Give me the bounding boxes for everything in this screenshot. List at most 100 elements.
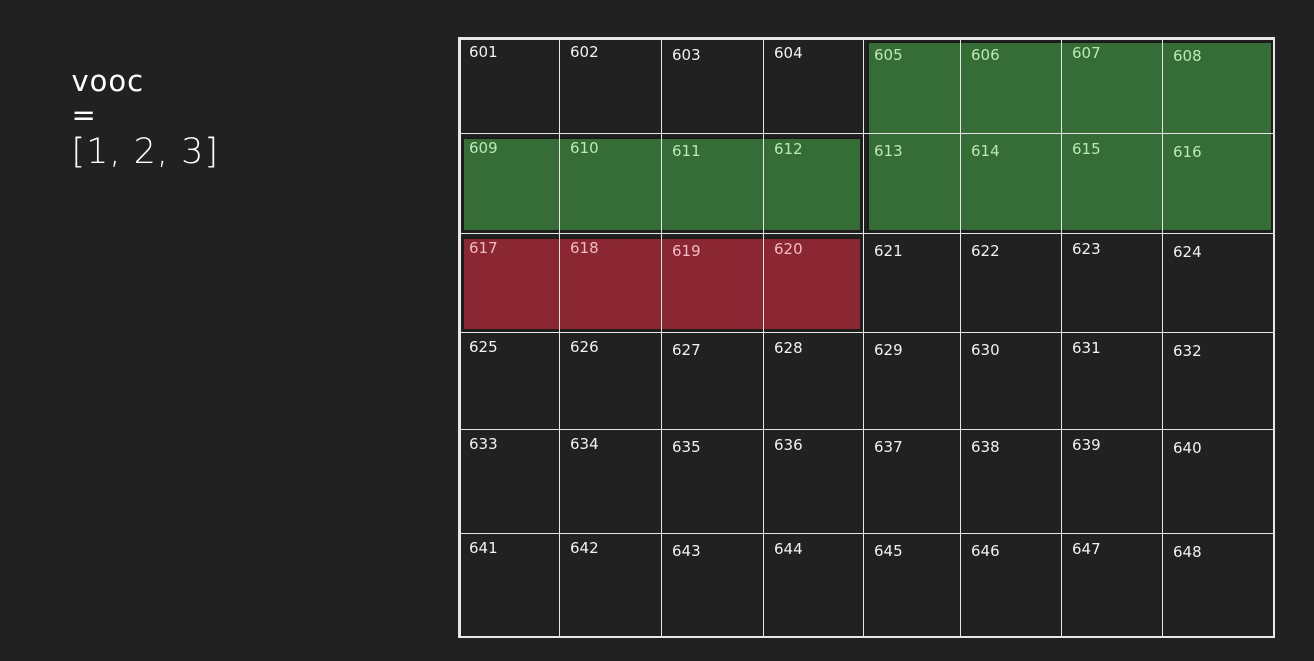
cell-address: 625	[469, 338, 498, 356]
cell-address: 620	[774, 240, 803, 258]
cell-address: 618	[570, 239, 599, 257]
equals-sign: =	[71, 98, 97, 132]
grid-cell: 616	[1162, 133, 1275, 234]
grid-cell: 636	[763, 429, 864, 534]
cell-address: 644	[774, 540, 803, 558]
cell-address: 631	[1072, 339, 1101, 357]
grid-cell: 634	[559, 429, 662, 534]
cell-address: 622	[971, 242, 1000, 260]
grid-cell: 618	[559, 233, 662, 333]
cell-address: 626	[570, 338, 599, 356]
cell-address: 630	[971, 341, 1000, 359]
grid-cell: 621	[863, 233, 961, 333]
grid-cell: 619	[661, 233, 764, 333]
cell-address: 640	[1173, 439, 1202, 457]
cell-address: 609	[469, 139, 498, 157]
grid-cell: 640	[1162, 429, 1275, 534]
grid-cell: 641	[458, 533, 560, 638]
cell-address: 638	[971, 438, 1000, 456]
cell-address: 637	[874, 438, 903, 456]
grid-cell: 637	[863, 429, 961, 534]
grid-cell: 604	[763, 37, 864, 134]
cell-address: 648	[1173, 543, 1202, 561]
grid-cell: 603	[661, 37, 764, 134]
code-expression: vooc = [1, 2, 3]	[51, 30, 219, 172]
grid-cell: 607	[1061, 37, 1163, 134]
grid-cell: 643	[661, 533, 764, 638]
grid-cell: 635	[661, 429, 764, 534]
grid-cell: 609	[458, 133, 560, 234]
grid-cell: 630	[960, 332, 1062, 430]
cell-address: 645	[874, 542, 903, 560]
grid-cell: 644	[763, 533, 864, 638]
grid-cell: 629	[863, 332, 961, 430]
grid-cell: 610	[559, 133, 662, 234]
cell-address: 611	[672, 142, 701, 160]
cell-address: 605	[874, 46, 903, 64]
grid-cell: 638	[960, 429, 1062, 534]
cell-address: 602	[570, 43, 599, 61]
cell-address: 612	[774, 140, 803, 158]
grid-cell: 611	[661, 133, 764, 234]
cell-address: 627	[672, 341, 701, 359]
grid-cell: 615	[1061, 133, 1163, 234]
grid-cell: 632	[1162, 332, 1275, 430]
grid-cell: 627	[661, 332, 764, 430]
memory-grid: 601 602 603 604 605 606 607 608 609 610 611 612 613 6…	[458, 37, 1275, 638]
cell-address: 617	[469, 239, 498, 257]
cell-address: 634	[570, 435, 599, 453]
cell-address: 624	[1173, 243, 1202, 261]
variable-name: vooc	[71, 64, 145, 98]
cell-address: 646	[971, 542, 1000, 560]
cell-address: 639	[1072, 436, 1101, 454]
cell-address: 641	[469, 539, 498, 557]
cell-address: 613	[874, 142, 903, 160]
cell-address: 601	[469, 43, 498, 61]
cell-address: 610	[570, 139, 599, 157]
grid-cell: 626	[559, 332, 662, 430]
cell-address: 614	[971, 142, 1000, 160]
grid-cell: 622	[960, 233, 1062, 333]
grid-cell: 639	[1061, 429, 1163, 534]
grid-cell: 620	[763, 233, 864, 333]
cell-address: 604	[774, 44, 803, 62]
cell-address: 628	[774, 339, 803, 357]
grid-cell: 642	[559, 533, 662, 638]
cell-address: 619	[672, 242, 701, 260]
cell-address: 632	[1173, 342, 1202, 360]
grid-cell: 624	[1162, 233, 1275, 333]
grid-cell: 602	[559, 37, 662, 134]
cell-address: 615	[1072, 140, 1101, 158]
grid-cell: 614	[960, 133, 1062, 234]
grid-cell: 601	[458, 37, 560, 134]
grid-cell: 612	[763, 133, 864, 234]
grid-cell: 631	[1061, 332, 1163, 430]
grid-cell: 606	[960, 37, 1062, 134]
cell-address: 623	[1072, 240, 1101, 258]
list-literal: [1, 2, 3]	[71, 132, 220, 172]
cell-address: 603	[672, 46, 701, 64]
grid-cell: 628	[763, 332, 864, 430]
grid-cell: 647	[1061, 533, 1163, 638]
cell-address: 607	[1072, 44, 1101, 62]
cell-address: 633	[469, 435, 498, 453]
cell-address: 635	[672, 438, 701, 456]
cell-address: 616	[1173, 143, 1202, 161]
cell-address: 647	[1072, 540, 1101, 558]
grid-cell: 623	[1061, 233, 1163, 333]
grid-cell: 648	[1162, 533, 1275, 638]
cell-address: 642	[570, 539, 599, 557]
cell-address: 636	[774, 436, 803, 454]
cell-address: 643	[672, 542, 701, 560]
grid-cell: 605	[863, 37, 961, 134]
grid-cell: 633	[458, 429, 560, 534]
grid-cell: 617	[458, 233, 560, 333]
cell-address: 621	[874, 242, 903, 260]
cell-address: 629	[874, 341, 903, 359]
grid-cell: 608	[1162, 37, 1275, 134]
grid-cell: 646	[960, 533, 1062, 638]
grid-cell: 645	[863, 533, 961, 638]
cell-address: 606	[971, 46, 1000, 64]
grid-cell: 613	[863, 133, 961, 234]
cell-address: 608	[1173, 47, 1202, 65]
